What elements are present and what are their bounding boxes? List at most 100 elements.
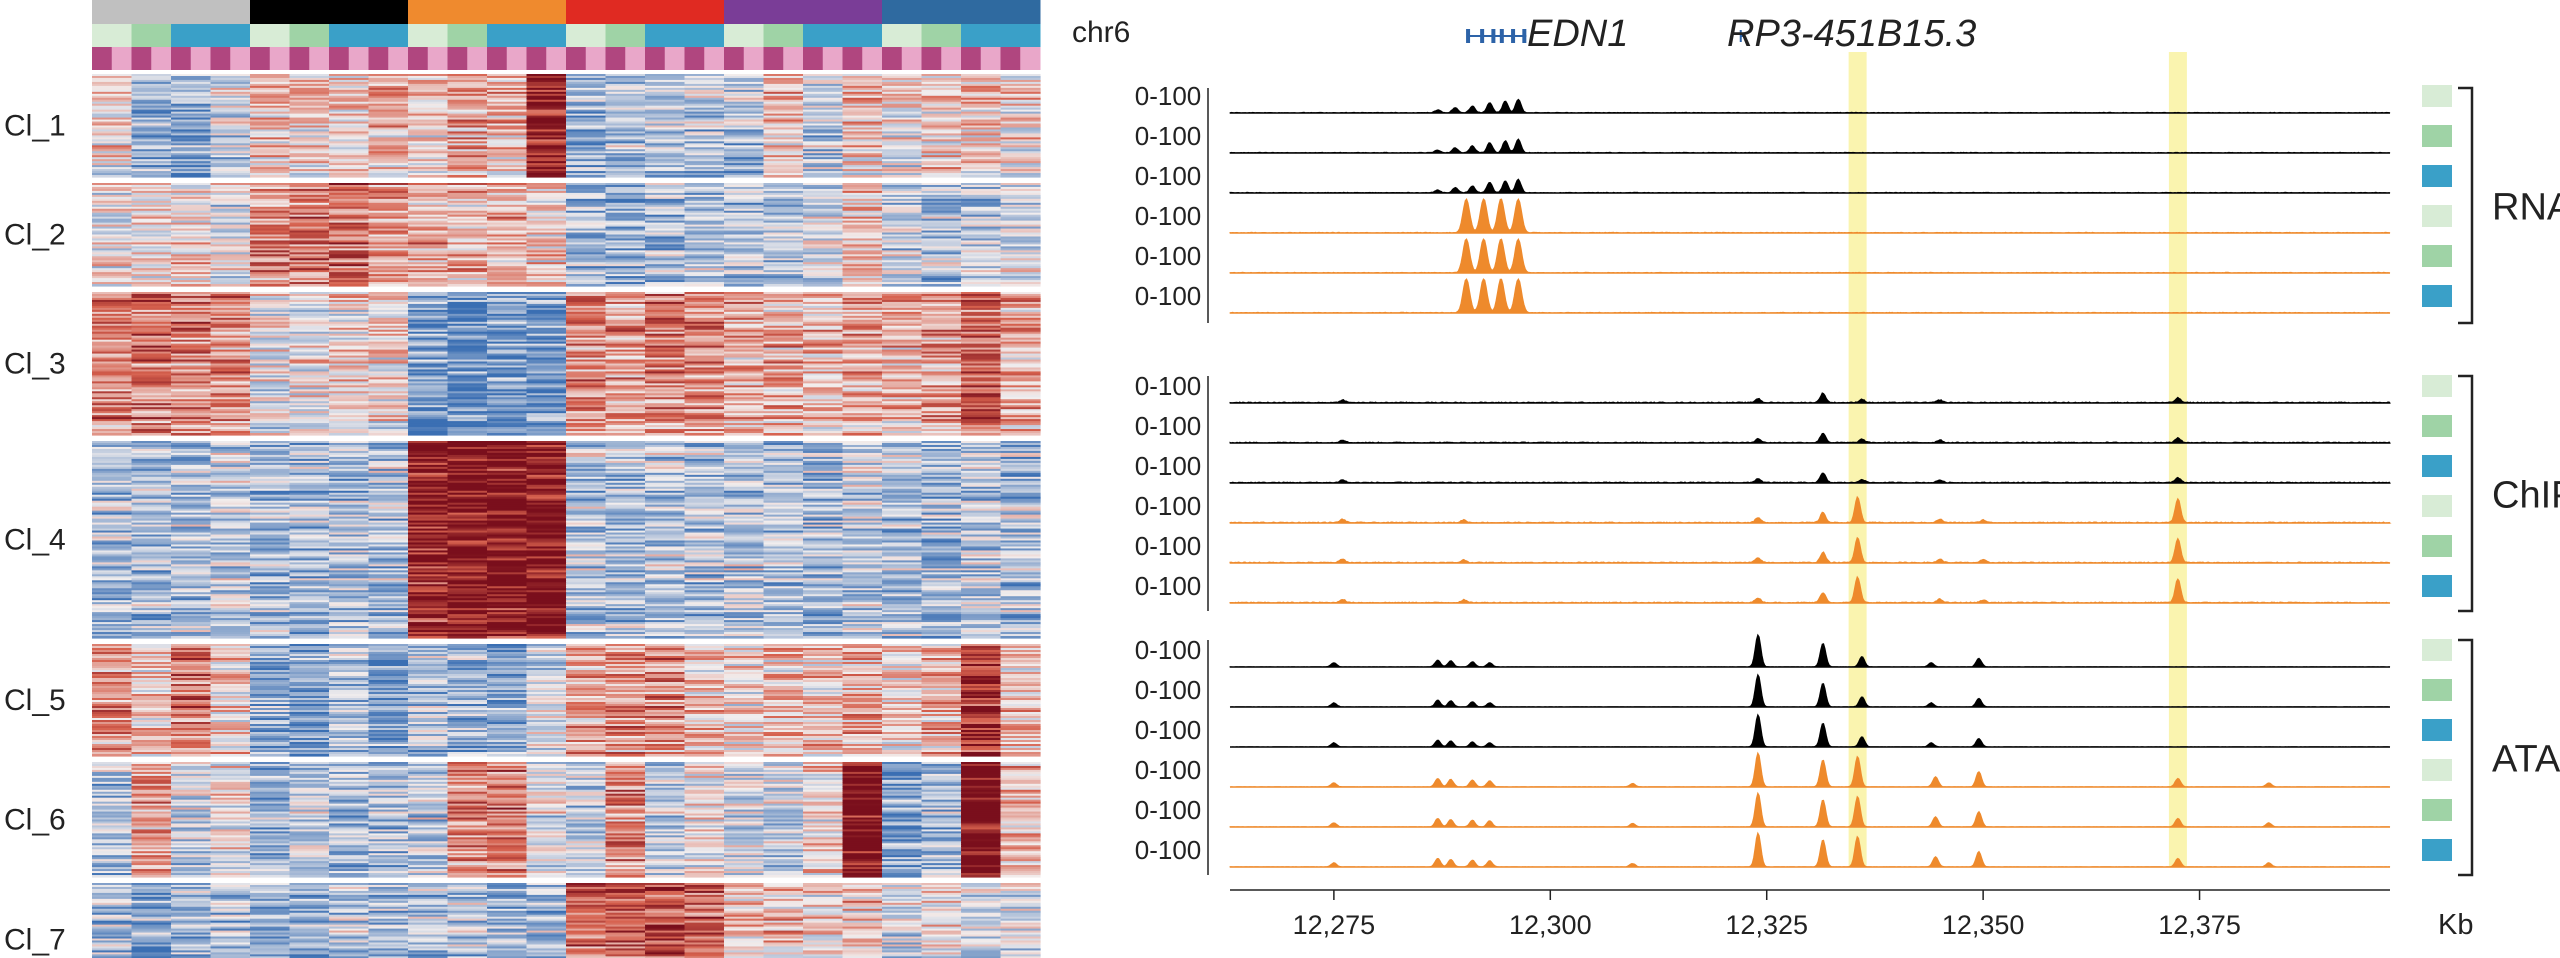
heatmap-cell	[724, 327, 765, 331]
heatmap-cell	[645, 236, 686, 240]
heatmap-cell	[368, 355, 409, 359]
heatmap-cell	[763, 190, 804, 194]
heatmap-cell	[961, 331, 1002, 335]
heatmap-cell	[842, 226, 883, 230]
heatmap-cell	[684, 121, 725, 125]
heatmap-cell	[250, 74, 291, 77]
heatmap-cell	[803, 194, 844, 198]
heatmap-cell	[131, 272, 172, 275]
heatmap-cell	[842, 236, 883, 240]
heatmap-cell	[408, 355, 449, 359]
heatmap-cell	[605, 282, 646, 285]
heatmap-cell	[1000, 355, 1041, 359]
heatmap-cell	[803, 234, 844, 238]
heatmap-cell	[921, 258, 962, 261]
replicate-cell	[210, 24, 251, 47]
heatmap-cell	[961, 169, 1002, 172]
heatmap-cell	[684, 163, 725, 166]
heatmap-cell	[447, 254, 488, 257]
heatmap-cell	[645, 133, 686, 136]
heatmap-cell	[724, 293, 765, 297]
heatmap-cell	[408, 331, 449, 335]
heatmap-cell	[1000, 383, 1041, 386]
heatmap-cell	[842, 309, 883, 313]
heatmap-cell	[921, 79, 962, 83]
heatmap-cell	[329, 226, 370, 230]
heatmap-cell	[289, 347, 330, 351]
heatmap-cell	[724, 87, 765, 91]
condition-cell	[664, 47, 685, 70]
heatmap-cell	[92, 353, 133, 357]
heatmap-cell	[921, 361, 962, 365]
heatmap-cell	[605, 183, 646, 186]
heatmap-cell	[487, 284, 528, 287]
heatmap-cell	[566, 295, 607, 299]
heatmap-cell	[882, 303, 923, 307]
heatmap-cell	[645, 276, 686, 279]
heatmap-cell	[1000, 262, 1041, 265]
heatmap-cell	[329, 335, 370, 339]
heatmap-cell	[250, 194, 291, 198]
heatmap-cell	[250, 309, 291, 313]
heatmap-cell	[408, 305, 449, 309]
heatmap-cell	[684, 297, 725, 301]
heatmap-cell	[329, 155, 370, 158]
heatmap-cell	[487, 103, 528, 107]
heatmap-cell	[487, 169, 528, 172]
heatmap-cell	[684, 202, 725, 206]
heatmap-cell	[289, 91, 330, 95]
heatmap-cell	[724, 246, 765, 249]
heatmap-cell	[171, 165, 212, 168]
heatmap-cell	[961, 369, 1002, 373]
heatmap-cell	[921, 363, 962, 367]
heatmap-cell	[368, 369, 409, 373]
heatmap-cell	[131, 149, 172, 152]
heatmap-cell	[921, 228, 962, 232]
heatmap-cell	[408, 313, 449, 317]
heatmap-cell	[408, 299, 449, 303]
heatmap-cell	[645, 381, 686, 384]
heatmap-cell	[289, 202, 330, 206]
heatmap-cell	[882, 371, 923, 375]
heatmap-cell	[250, 272, 291, 275]
heatmap-cell	[566, 190, 607, 194]
heatmap-cell	[171, 184, 212, 188]
heatmap-cell	[961, 363, 1002, 367]
heatmap-cell	[724, 200, 765, 204]
heatmap-cell	[605, 141, 646, 144]
heatmap-cell	[961, 218, 1002, 222]
heatmap-cell	[329, 202, 370, 206]
heatmap-cell	[684, 319, 725, 323]
heatmap-cell	[961, 157, 1002, 160]
heatmap-cell	[289, 359, 330, 363]
heatmap-cell	[763, 353, 804, 357]
heatmap-cell	[842, 282, 883, 285]
heatmap-cell	[882, 355, 923, 359]
heatmap-cell	[289, 369, 330, 373]
heatmap-cell	[684, 135, 725, 138]
heatmap-cell	[803, 188, 844, 192]
heatmap-cell	[487, 248, 528, 251]
heatmap-cell	[842, 133, 883, 136]
heatmap-cell	[487, 95, 528, 99]
heatmap-cell	[289, 252, 330, 255]
heatmap-cell	[763, 103, 804, 107]
heatmap-cell	[645, 105, 686, 109]
heatmap-cell	[605, 262, 646, 265]
heatmap-cell	[566, 222, 607, 226]
heatmap-cell	[487, 329, 528, 333]
heatmap-cell	[605, 299, 646, 303]
heatmap-cell	[684, 129, 725, 133]
heatmap-cell	[724, 272, 765, 275]
heatmap-cell	[250, 375, 291, 379]
heatmap-cell	[921, 301, 962, 305]
heatmap-cell	[131, 349, 172, 353]
heatmap-cell	[487, 260, 528, 263]
heatmap-cell	[329, 107, 370, 111]
heatmap-cell	[408, 337, 449, 341]
heatmap-cell	[250, 210, 291, 214]
heatmap-cell	[289, 139, 330, 142]
heatmap-cell	[724, 373, 765, 377]
heatmap-cell	[250, 234, 291, 238]
heatmap-cell	[605, 196, 646, 200]
